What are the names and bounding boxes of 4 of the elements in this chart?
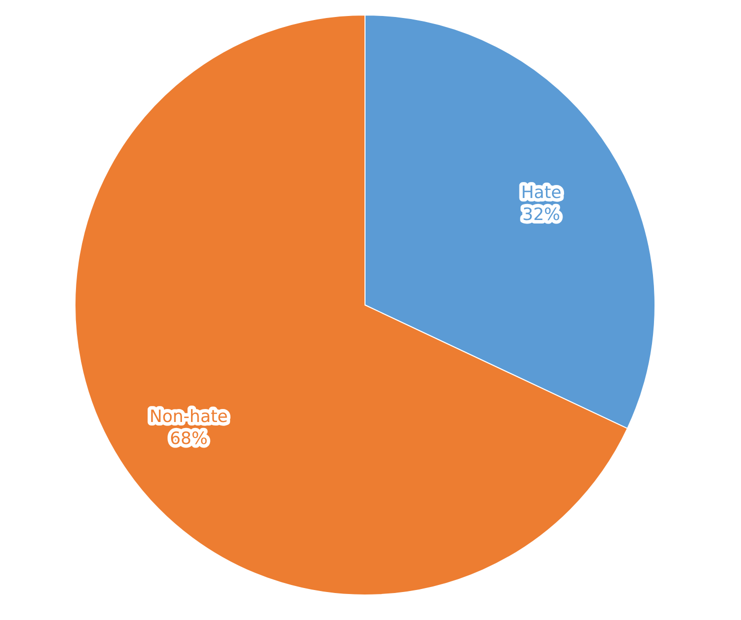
data-label: 68% bbox=[170, 428, 208, 449]
data-label: 32% bbox=[522, 205, 560, 226]
slice-label: Non-hate bbox=[150, 406, 228, 427]
slice-label: Hate bbox=[521, 183, 562, 204]
